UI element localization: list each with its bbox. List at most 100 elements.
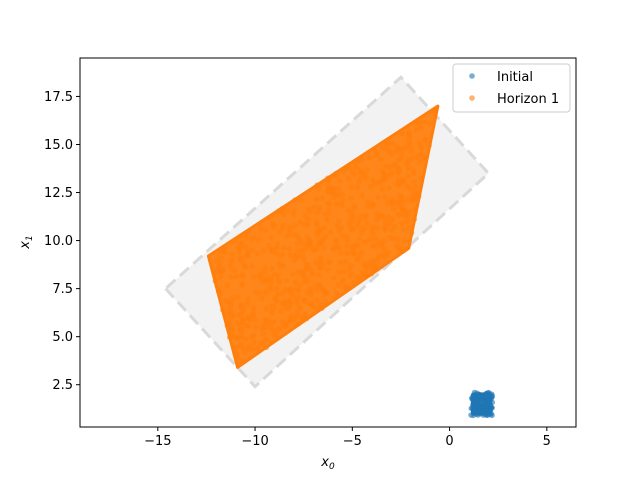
horizon-1-point <box>365 203 371 210</box>
horizon-1-point <box>372 180 379 186</box>
initial-point <box>485 410 492 416</box>
horizon-1-point <box>317 227 323 234</box>
horizon-1-point <box>242 323 249 329</box>
horizon-1-point <box>325 267 331 273</box>
horizon-1-point <box>242 349 248 356</box>
plot-frame <box>79 57 577 428</box>
x-tick-label: −15 <box>144 434 171 449</box>
horizon-1-point <box>409 197 416 203</box>
horizon-1-point <box>264 337 270 343</box>
horizon-1-point <box>273 332 280 339</box>
horizon-1-point <box>366 236 373 243</box>
horizon-1-point <box>230 267 237 274</box>
horizon-1-point <box>341 268 347 275</box>
horizon-1-point <box>249 247 256 254</box>
horizon-1-point <box>397 247 403 254</box>
horizon-1-point <box>227 334 233 341</box>
horizon-1-point <box>330 246 337 252</box>
horizon-1-point <box>250 332 257 339</box>
horizon-1-point <box>314 297 320 304</box>
horizon-1-point <box>304 278 310 285</box>
horizon-1-point <box>212 278 219 284</box>
horizon-1-point <box>406 131 412 138</box>
horizon-1-point <box>359 192 365 199</box>
horizon-1-point <box>315 185 322 192</box>
initial-point <box>481 401 488 408</box>
horizon-1-point <box>255 345 261 351</box>
horizon-1-point <box>386 148 393 155</box>
horizon-1-point <box>336 178 343 184</box>
initial-point <box>471 389 478 396</box>
horizon-1-point <box>399 130 406 136</box>
horizon-1-point <box>354 274 360 281</box>
horizon-1-point <box>336 228 343 234</box>
horizon-1-point <box>326 206 333 212</box>
horizon-1-point <box>418 145 425 151</box>
horizon-1-point <box>358 169 365 175</box>
horizon-1-point <box>281 300 287 307</box>
horizon-1-point <box>232 350 239 357</box>
horizon-1-point <box>228 257 235 264</box>
horizon-1-point <box>302 212 309 219</box>
horizon-1-point <box>242 264 249 270</box>
horizon-1-point <box>364 220 370 227</box>
horizon-1-point <box>404 218 411 225</box>
horizon-1-point <box>421 119 427 126</box>
horizon-1-point <box>272 250 279 256</box>
horizon-1-point <box>316 204 323 211</box>
horizon-1-point <box>324 289 330 296</box>
initial-point <box>477 406 484 412</box>
x-tick-label: −10 <box>241 434 268 449</box>
horizon-1-point <box>273 245 280 252</box>
horizon-1-point <box>217 274 224 280</box>
horizon-1-point <box>352 204 358 211</box>
horizon-1-point <box>400 207 406 214</box>
horizon-1-point <box>228 316 234 323</box>
horizon-1-point <box>295 294 302 300</box>
horizon-1-point <box>315 272 322 278</box>
horizon-1-point <box>287 252 294 258</box>
horizon-1-point <box>295 253 302 259</box>
horizon-1-point <box>431 110 438 117</box>
horizon-1-point <box>370 201 376 208</box>
y-tick-label: 7.5 <box>52 282 73 297</box>
horizon-1-point <box>308 266 314 273</box>
horizon-1-point <box>308 243 314 249</box>
horizon-1-point <box>227 306 233 313</box>
horizon-1-point <box>370 257 376 264</box>
horizon-1-point <box>379 176 385 183</box>
horizon-1-point <box>253 324 259 331</box>
horizon-1-point <box>274 241 281 247</box>
horizon-1-point <box>238 342 245 348</box>
legend-label-horizon-1: Horizon 1 <box>497 92 559 107</box>
horizon-1-point <box>270 223 276 229</box>
horizon-1-point <box>330 191 337 197</box>
horizon-1-point <box>340 233 346 239</box>
horizon-1-point <box>330 275 337 281</box>
horizon-1-point <box>339 191 345 198</box>
horizon-1-point <box>321 244 327 251</box>
horizon-1-point <box>274 272 281 279</box>
horizon-1-point <box>299 252 306 259</box>
horizon-1-point <box>346 218 353 224</box>
horizon-1-point <box>339 197 346 204</box>
initial-point <box>484 390 490 397</box>
horizon-1-point <box>396 157 402 163</box>
horizon-1-point <box>300 269 307 275</box>
x-tick-label: 5 <box>543 434 551 449</box>
horizon-1-point <box>263 278 269 285</box>
horizon-1-point <box>235 335 241 342</box>
horizon-1-point <box>309 285 316 292</box>
x-axis-label-subscript: 0 <box>329 462 335 472</box>
horizon-1-point <box>226 311 233 317</box>
horizon-1-point <box>296 282 303 288</box>
horizon-1-point <box>326 200 333 207</box>
horizon-1-point <box>362 272 369 278</box>
horizon-1-point <box>232 238 238 245</box>
horizon-1-point <box>371 264 377 271</box>
horizon-1-point <box>350 170 356 176</box>
horizon-1-point <box>291 207 298 214</box>
horizon-1-point <box>390 205 397 212</box>
horizon-1-point <box>382 227 389 233</box>
